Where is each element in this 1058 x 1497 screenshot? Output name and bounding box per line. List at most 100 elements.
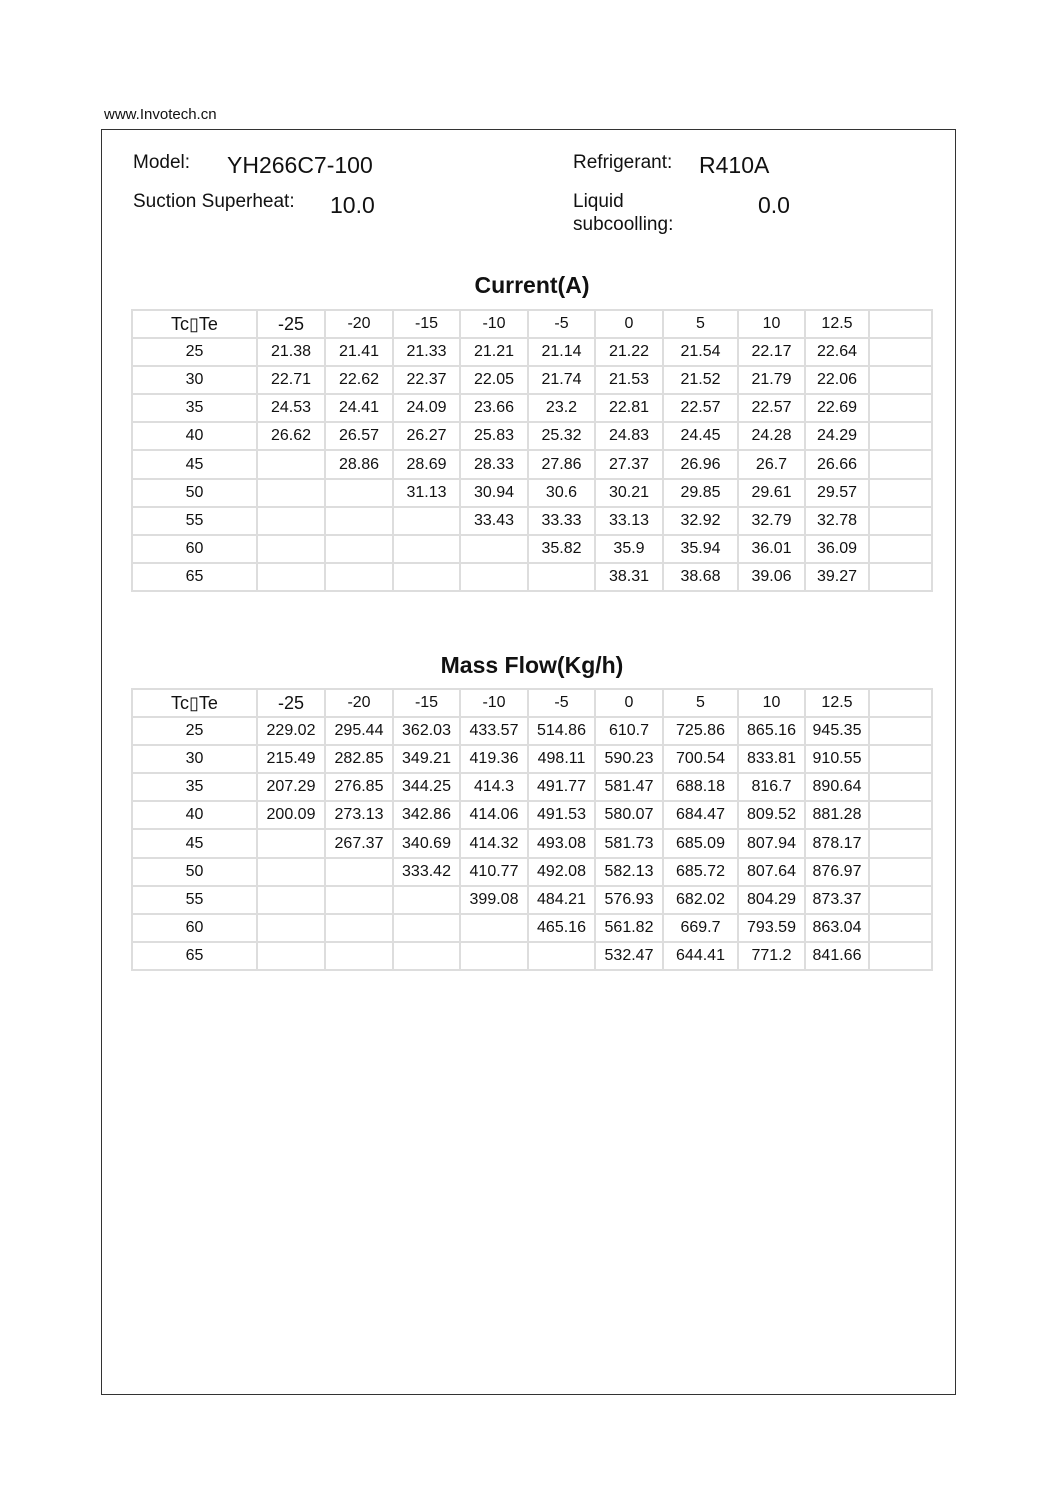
table-row: 60 465.16 561.82 669.7 793.59 863.04 [131, 912, 933, 943]
table-row: 65 38.31 38.68 39.06 39.27 [131, 561, 933, 592]
column-header: 10 [737, 687, 806, 719]
table-cell: 581.47 [594, 772, 664, 803]
table-cell [868, 828, 933, 859]
table-cell [324, 912, 394, 943]
table-cell: 25.32 [527, 421, 596, 452]
table-cell: 22.81 [594, 393, 664, 424]
table-cell: 26.27 [392, 421, 461, 452]
table-cell: 23.2 [527, 393, 596, 424]
table-cell: 414.3 [459, 772, 529, 803]
table-cell [868, 856, 933, 887]
column-header: -15 [392, 687, 461, 719]
row-header: 35 [131, 393, 258, 424]
table-cell: 24.28 [737, 421, 806, 452]
table-row: 55 33.43 33.33 33.13 32.92 32.79 32.78 [131, 505, 933, 536]
table-cell: 30.21 [594, 477, 664, 508]
row-header: 40 [131, 800, 258, 831]
superheat-label: Suction Superheat: [133, 191, 295, 212]
table-cell: 32.79 [737, 505, 806, 536]
table-cell: 433.57 [459, 716, 529, 747]
table-row: 45 267.37 340.69 414.32 493.08 581.73 685.09 80… [131, 828, 933, 859]
table-cell [392, 912, 461, 943]
table-cell: 804.29 [737, 884, 806, 915]
table-cell: 890.64 [804, 772, 870, 803]
table-cell [324, 884, 394, 915]
table-cell: 33.33 [527, 505, 596, 536]
table-cell [868, 912, 933, 943]
row-header: 45 [131, 828, 258, 859]
table-cell [324, 561, 394, 592]
table-cell [527, 561, 596, 592]
table-cell [256, 477, 326, 508]
table-cell: 22.62 [324, 365, 394, 396]
column-header: -10 [459, 687, 529, 719]
table-cell: 863.04 [804, 912, 870, 943]
table-cell: 29.61 [737, 477, 806, 508]
table-cell: 561.82 [594, 912, 664, 943]
table-cell: 610.7 [594, 716, 664, 747]
table-cell: 215.49 [256, 744, 326, 775]
table-cell: 21.14 [527, 337, 596, 368]
table-cell: 492.08 [527, 856, 596, 887]
table-cell [459, 912, 529, 943]
table-cell: 333.42 [392, 856, 461, 887]
table-cell [868, 884, 933, 915]
column-header: -5 [527, 687, 596, 719]
table-cell: 26.7 [737, 449, 806, 480]
superheat-value: 10.0 [330, 192, 375, 218]
table-cell [868, 393, 933, 424]
table-cell: 865.16 [737, 716, 806, 747]
column-header: 12.5 [804, 308, 870, 340]
table-row: 50 333.42 410.77 492.08 582.13 685.72 807.64 87… [131, 856, 933, 887]
table-cell: 349.21 [392, 744, 461, 775]
table-cell [868, 561, 933, 592]
table-cell: 878.17 [804, 828, 870, 859]
table-cell: 344.25 [392, 772, 461, 803]
table-cell [256, 449, 326, 480]
column-header: -5 [527, 308, 596, 340]
table-row: 30 215.49 282.85 349.21 419.36 498.11 590.23 70… [131, 744, 933, 775]
table-cell [256, 912, 326, 943]
table-cell: 24.53 [256, 393, 326, 424]
table-cell: 21.33 [392, 337, 461, 368]
table-cell: 32.78 [804, 505, 870, 536]
table-cell: 414.06 [459, 800, 529, 831]
table-cell [392, 533, 461, 564]
table-cell: 22.57 [662, 393, 739, 424]
table-cell: 27.37 [594, 449, 664, 480]
column-header: Tc▯Te [131, 687, 258, 719]
table-cell [868, 716, 933, 747]
table-cell: 21.79 [737, 365, 806, 396]
column-header: 5 [662, 308, 739, 340]
row-header: 25 [131, 716, 258, 747]
table-cell: 39.06 [737, 561, 806, 592]
table-cell [324, 533, 394, 564]
table-cell: 21.22 [594, 337, 664, 368]
table-cell: 35.94 [662, 533, 739, 564]
column-header: Tc▯Te [131, 308, 258, 340]
table-cell: 32.92 [662, 505, 739, 536]
table-cell [868, 477, 933, 508]
table-cell [459, 561, 529, 592]
column-header: -10 [459, 308, 529, 340]
column-header: -15 [392, 308, 461, 340]
table-cell: 410.77 [459, 856, 529, 887]
mass-flow-table-title: Mass Flow(Kg/h) [440, 652, 624, 678]
table-cell: 36.01 [737, 533, 806, 564]
table-cell: 876.97 [804, 856, 870, 887]
table-cell: 22.57 [737, 393, 806, 424]
table-cell: 581.73 [594, 828, 664, 859]
row-header: 65 [131, 561, 258, 592]
table-cell: 30.94 [459, 477, 529, 508]
table-cell: 21.21 [459, 337, 529, 368]
table-cell [868, 533, 933, 564]
table-cell: 33.13 [594, 505, 664, 536]
table-cell: 807.64 [737, 856, 806, 887]
table-cell: 22.06 [804, 365, 870, 396]
table-cell: 688.18 [662, 772, 739, 803]
column-header: -25 [256, 687, 326, 719]
table-cell: 22.05 [459, 365, 529, 396]
table-cell [868, 505, 933, 536]
table-cell: 644.41 [662, 940, 739, 971]
table-cell [392, 940, 461, 971]
